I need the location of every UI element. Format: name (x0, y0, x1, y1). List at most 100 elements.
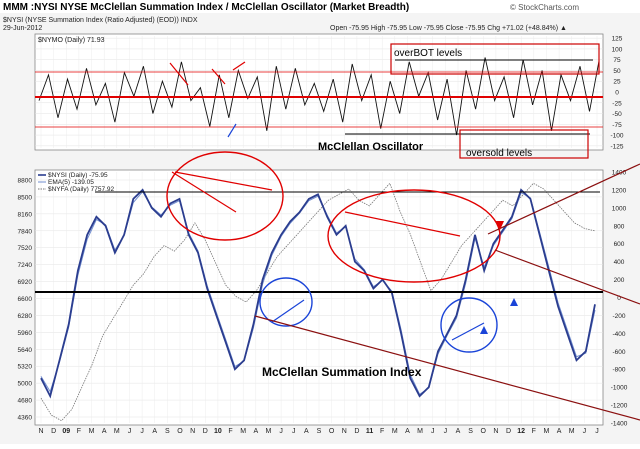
chart-title: MMM :NYSI NYSE McClellan Summation Index… (3, 2, 409, 13)
buy-arrow-icon (480, 326, 488, 334)
overbought-label: overBOT levels (394, 48, 462, 59)
y-tick-label: 1200 (612, 187, 627, 194)
x-tick-label: J (431, 428, 435, 435)
y-tick-label: -800 (612, 367, 625, 374)
x-tick-label: N (493, 428, 498, 435)
oscillator-name: McClellan Oscillator (318, 141, 424, 153)
summation-left-axis: 8800 8500 8160 7840 7520 7240 6920 6600 6280 5960… (18, 178, 33, 422)
oscillator-y-axis: 125 100 75 50 25 0 -25 -50 -75 -100 -125 (610, 36, 623, 151)
x-tick-label: D (51, 428, 56, 435)
y-tick-label: 6920 (18, 279, 33, 286)
annotation-line (232, 61, 246, 71)
nysi-line (40, 188, 596, 399)
y-tick-label: 0 (617, 295, 621, 302)
y-tick-label: 200 (614, 277, 625, 284)
y-tick-label: 0 (615, 90, 619, 97)
x-tick-label: J (140, 428, 144, 435)
annotation-line (344, 211, 461, 237)
x-tick-label: O (177, 428, 183, 435)
x-tick-label: 09 (62, 428, 70, 435)
x-tick-label: D (354, 428, 359, 435)
x-tick-label: O (481, 428, 487, 435)
y-tick-label: 6280 (18, 313, 33, 320)
x-tick-label: A (304, 428, 309, 435)
y-tick-label: 5960 (18, 330, 33, 337)
y-tick-label: 5320 (18, 364, 33, 371)
oscillator-legend: $NYMO (Daily) 71.93 (38, 37, 105, 44)
x-tick-label: A (253, 428, 258, 435)
x-tick-label: F (77, 428, 81, 435)
x-tick-label: A (152, 428, 157, 435)
y-tick-label: 125 (612, 36, 623, 43)
overbought-box (390, 43, 600, 75)
x-tick-label: S (468, 428, 473, 435)
sell-arrow-icon (496, 221, 504, 230)
x-tick-label: O (329, 428, 335, 435)
y-tick-label: -75 (612, 122, 622, 129)
annotation-line (271, 299, 305, 323)
y-tick-label: 100 (612, 46, 623, 53)
y-tick-label: 4360 (18, 415, 33, 422)
legend-nysi: $NYSI (Daily) -75.95 (48, 172, 108, 179)
x-tick-label: A (456, 428, 461, 435)
y-tick-label: -125 (610, 143, 623, 150)
y-tick-label: 7840 (18, 228, 33, 235)
x-tick-label: S (317, 428, 322, 435)
y-tick-label: 75 (613, 57, 621, 64)
x-tick-label: N (342, 428, 347, 435)
buy-arrow-icon (510, 298, 518, 306)
y-tick-label: -400 (612, 331, 625, 338)
summation-grid (35, 172, 603, 423)
x-tick-label: 12 (517, 428, 525, 435)
x-axis: N D 09 F M A M J J A S O N D 10 F M A M J J A S O N D 11 F M A M J J A S O N… (38, 428, 598, 435)
oversold-box (459, 129, 589, 159)
x-tick-label: M (240, 428, 246, 435)
y-tick-label: 25 (613, 79, 621, 86)
x-tick-label: 10 (214, 428, 222, 435)
annotation-circle (440, 297, 498, 353)
x-tick-label: M (114, 428, 120, 435)
y-tick-label: 5000 (18, 381, 33, 388)
nyfa-line (40, 182, 596, 422)
y-tick-label: 8500 (18, 194, 33, 201)
y-tick-label: -25 (612, 100, 622, 107)
legend-ema: EMA(5) -139.05 (48, 179, 94, 186)
x-tick-label: M (89, 428, 95, 435)
watermark: © StockCharts.com (510, 3, 579, 12)
x-tick-label: J (595, 428, 599, 435)
x-tick-label: M (569, 428, 575, 435)
annotation-circle (166, 151, 284, 241)
y-tick-label: 6600 (18, 296, 33, 303)
x-tick-label: A (102, 428, 107, 435)
y-tick-label: -50 (612, 111, 622, 118)
y-tick-label: 4680 (18, 398, 33, 405)
annotation-line (451, 322, 485, 341)
x-tick-label: A (557, 428, 562, 435)
x-tick-label: F (532, 428, 536, 435)
x-tick-label: S (165, 428, 170, 435)
x-tick-label: A (405, 428, 410, 435)
x-tick-label: M (392, 428, 398, 435)
y-tick-label: 8800 (18, 178, 33, 185)
y-tick-label: 7240 (18, 262, 33, 269)
y-tick-label: -100 (610, 133, 623, 140)
y-tick-label: -200 (612, 313, 625, 320)
x-tick-label: M (544, 428, 550, 435)
y-tick-label: 50 (613, 68, 621, 75)
annotation-circle (259, 277, 313, 327)
legend-nyfa: $NYFA (Daily) 7757.92 (48, 186, 115, 193)
y-tick-label: 5640 (18, 347, 33, 354)
y-tick-label: -600 (612, 349, 625, 356)
date-label: 29-Jun-2012 (3, 25, 42, 32)
annotation-line (169, 62, 189, 86)
y-tick-label: 400 (614, 259, 625, 266)
summation-right-axis: 1400120010008006004002000-200-400-600-80… (611, 170, 628, 428)
y-tick-label: 1000 (612, 205, 627, 212)
x-tick-label: J (292, 428, 296, 435)
annotation-circle (327, 189, 501, 283)
y-tick-label: -1400 (611, 421, 628, 428)
y-tick-label: 7520 (18, 245, 33, 252)
x-tick-label: J (279, 428, 283, 435)
